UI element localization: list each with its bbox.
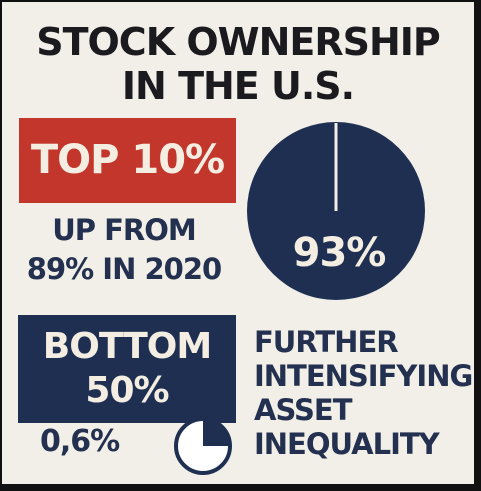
bottom-share-pie-icon	[174, 417, 232, 475]
top-share-pie-icon: 93%	[247, 122, 425, 300]
bottom-share-pie-wedge	[203, 419, 230, 446]
bottom-50-label-box: BOTTOM 50%	[18, 315, 236, 423]
top-note-line-2: 89% IN 2020	[26, 252, 222, 286]
bottom-note-line-1: FURTHER	[254, 325, 399, 359]
title-line-2: IN THE U.S.	[121, 64, 355, 108]
top-10-label: TOP 10%	[30, 137, 225, 183]
bottom-note-line-4: INEQUALITY	[254, 427, 440, 461]
bottom-label-line-1: BOTTOM	[42, 326, 212, 367]
bottom-share-value: 0,6%	[40, 424, 120, 459]
top-10-label-box: TOP 10%	[19, 118, 236, 203]
bottom-note-line-3: ASSET	[254, 393, 353, 427]
bottom-note-line-2: INTENSIFYING	[254, 359, 473, 393]
infographic-card: STOCK OWNERSHIP IN THE U.S. TOP 10% UP F…	[2, 2, 474, 484]
top-note-line-1: UP FROM	[52, 213, 197, 247]
top-share-value: 93%	[293, 230, 386, 276]
bottom-label-line-2: 50%	[85, 370, 169, 411]
title-line-1: STOCK OWNERSHIP	[36, 20, 441, 64]
